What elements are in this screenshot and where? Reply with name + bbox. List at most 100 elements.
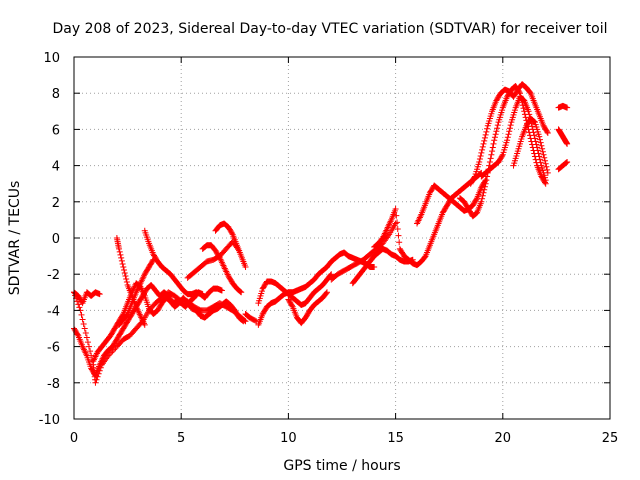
data-point — [563, 159, 570, 166]
data-point — [492, 131, 499, 138]
data-point — [117, 251, 124, 258]
series-track-i — [199, 242, 245, 296]
data-point — [483, 128, 490, 135]
chart-title: Day 208 of 2023, Sidereal Day-to-day VTE… — [52, 21, 607, 37]
data-point — [525, 108, 532, 115]
data-point — [83, 334, 90, 341]
data-point — [519, 96, 526, 103]
data-point — [122, 273, 129, 280]
data-point — [481, 137, 488, 144]
data-point — [328, 271, 335, 278]
data-point — [479, 143, 486, 150]
data-point — [564, 158, 571, 165]
x-tick-label: 25 — [602, 431, 619, 446]
series-track-p — [349, 245, 416, 287]
data-point — [476, 158, 483, 165]
series-track-v — [510, 115, 551, 176]
data-point — [216, 253, 223, 260]
series-track-w — [555, 102, 571, 111]
data-point — [371, 263, 378, 270]
x-tick-label: 10 — [280, 431, 297, 446]
data-point — [87, 348, 94, 355]
data-point — [392, 220, 399, 227]
data-point — [473, 196, 480, 203]
y-tick-label: 2 — [52, 196, 60, 211]
x-tick-label: 20 — [495, 431, 512, 446]
data-point — [228, 230, 235, 237]
data-point — [526, 111, 533, 118]
data-point — [252, 317, 259, 324]
series-track-h — [184, 238, 243, 281]
data-point — [123, 311, 130, 318]
data-point — [491, 134, 498, 141]
y-tick-labels: -10 -8 -6 -4 -2 0 2 4 6 8 10 — [39, 51, 60, 428]
data-point — [479, 192, 486, 199]
y-tick-label: 4 — [52, 160, 60, 175]
data-point — [238, 317, 245, 324]
data-point — [288, 302, 295, 309]
data-point — [121, 269, 128, 276]
y-tick-label: 8 — [52, 87, 60, 102]
data-point — [544, 166, 551, 173]
series-track-m — [255, 271, 335, 308]
data-point — [494, 125, 501, 132]
series-track-s — [456, 82, 549, 220]
data-point — [564, 140, 571, 147]
x-tick-labels: 0 5 10 15 20 25 — [70, 431, 618, 446]
data-point — [478, 149, 485, 156]
data-point — [480, 140, 487, 147]
data-point — [396, 239, 403, 246]
x-axis-label: GPS time / hours — [283, 458, 400, 474]
data-point — [121, 266, 128, 273]
data-point — [119, 260, 126, 267]
data-point — [393, 212, 400, 219]
data-point — [482, 131, 489, 138]
data-point — [532, 138, 539, 145]
data-point — [486, 158, 493, 165]
data-point — [74, 331, 81, 338]
data-point — [534, 144, 541, 151]
series-track-y — [555, 158, 571, 173]
data-point — [395, 232, 402, 239]
data-point — [490, 140, 497, 147]
data-point — [539, 145, 546, 152]
data-point — [479, 195, 486, 202]
data-point — [76, 304, 83, 311]
data-point — [540, 151, 547, 158]
y-tick-label: -6 — [47, 341, 60, 356]
data-point — [531, 135, 538, 142]
y-tick-label: -10 — [39, 413, 60, 428]
data-point — [75, 301, 82, 308]
data-point — [92, 379, 99, 386]
series-track-j — [212, 220, 249, 270]
data-point — [116, 245, 123, 252]
data-point — [238, 289, 245, 296]
data-point — [530, 117, 537, 124]
data-point — [539, 148, 546, 155]
data-point — [488, 151, 495, 158]
data-point — [96, 291, 103, 298]
data-point — [507, 122, 514, 129]
data-point — [506, 128, 513, 135]
data-point — [123, 276, 130, 283]
data-point — [536, 133, 543, 140]
data-point — [86, 343, 93, 350]
data-point — [519, 102, 526, 109]
data-point — [323, 289, 330, 296]
data-point — [505, 131, 512, 138]
data-point — [535, 150, 542, 157]
data-point — [149, 257, 156, 264]
data-point — [477, 152, 484, 159]
data-point — [542, 160, 549, 167]
y-tick-label: -2 — [47, 268, 60, 283]
data-point — [529, 123, 536, 130]
series-track-r — [414, 177, 489, 227]
data-point — [543, 163, 550, 170]
data-point — [493, 128, 500, 135]
data-point — [541, 157, 548, 164]
data-point — [93, 376, 100, 383]
data-point — [491, 137, 498, 144]
data-point — [504, 137, 511, 144]
data-point — [483, 177, 490, 184]
